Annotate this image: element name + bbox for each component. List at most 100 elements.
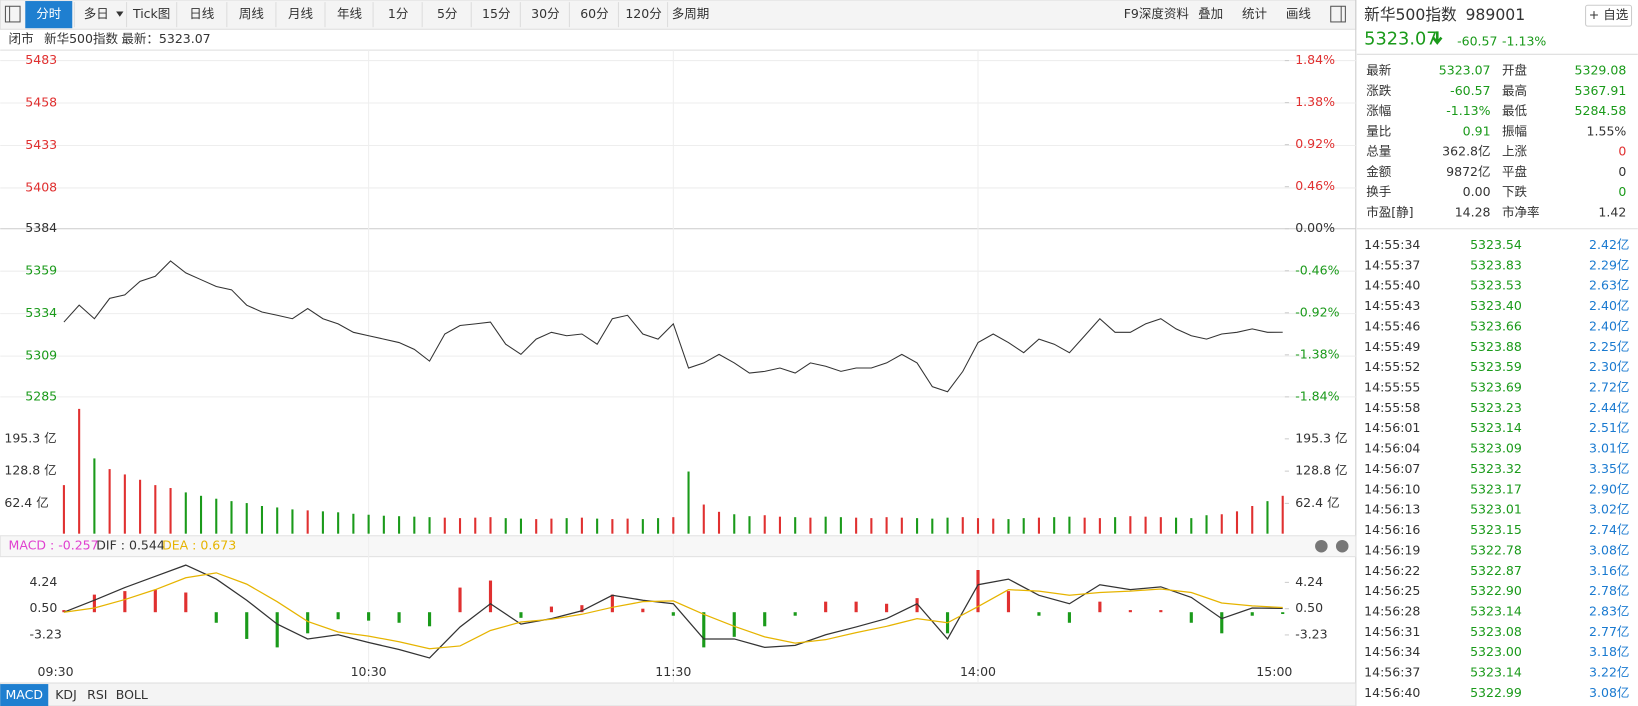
volume-bar — [382, 515, 385, 534]
toolbar-tab[interactable]: Tick图 — [132, 6, 170, 21]
volume-bar — [1053, 517, 1056, 534]
watch-button[interactable] — [1585, 4, 1633, 27]
volume-bar — [672, 517, 675, 534]
macd-bar — [214, 612, 218, 623]
x-tick-label: 14:00 — [960, 664, 996, 679]
toolbar-tool[interactable]: 叠加 — [1198, 6, 1223, 21]
macd-bar — [397, 612, 401, 623]
trade-volume: 3.01亿 — [1589, 441, 1629, 456]
trade-price: 5323.09 — [1470, 441, 1522, 456]
toolbar-tab[interactable]: 15分 — [482, 6, 511, 21]
macd-bar — [915, 598, 919, 613]
indicator-tab[interactable]: MACD — [5, 687, 43, 702]
volume-bar — [1235, 511, 1239, 534]
macd-bar — [732, 612, 736, 637]
macd-bar — [1037, 612, 1041, 616]
settings-icon[interactable] — [1335, 539, 1349, 553]
stat-value: 1.55% — [1587, 123, 1627, 138]
volume-bar — [398, 516, 401, 534]
macd-bar — [153, 589, 157, 613]
toolbar-tab[interactable]: 年线 — [337, 6, 363, 21]
volume-bar — [1266, 501, 1269, 534]
y2-tick-label: 0.92% — [1295, 136, 1335, 151]
y-tick-label: 5433 — [25, 137, 57, 152]
volume-tick-label: 195.3 亿 — [4, 430, 56, 445]
volume-bar — [855, 517, 858, 534]
volume-bar — [291, 509, 294, 534]
trade-volume: 2.25亿 — [1589, 339, 1629, 354]
close-icon[interactable] — [1315, 539, 1328, 553]
trade-volume: 3.16亿 — [1589, 563, 1629, 578]
toolbar-tab[interactable]: 日线 — [189, 6, 215, 21]
volume-tick-label: 62.4 亿 — [1295, 495, 1339, 510]
volume-bar — [1007, 519, 1010, 534]
quote-change: -60.57 — [1457, 33, 1497, 48]
stat-value: 9872亿 — [1446, 164, 1490, 179]
trade-price: 5323.15 — [1470, 522, 1522, 537]
toolbar-tab[interactable]: 月线 — [288, 6, 314, 21]
toolbar-tool[interactable]: 统计 — [1242, 6, 1267, 21]
volume-bar — [611, 519, 614, 534]
macd-tick-label: -3.23 — [1295, 626, 1327, 641]
indicator-tab[interactable]: BOLL — [116, 687, 148, 702]
stat-label: 金额 — [1366, 164, 1392, 179]
toolbar-tab[interactable]: 5分 — [437, 6, 458, 21]
volume-bar — [596, 518, 599, 534]
macd-tick-label: 4.24 — [1295, 574, 1323, 589]
trade-volume: 2.40亿 — [1589, 298, 1629, 313]
stat-label: 换手 — [1366, 184, 1391, 199]
macd-bar — [885, 603, 889, 613]
volume-bar — [778, 516, 781, 534]
volume-bar — [337, 512, 340, 534]
trade-price: 5323.01 — [1470, 502, 1522, 517]
volume-bar — [1251, 505, 1254, 534]
toolbar-tool[interactable]: 画线 — [1286, 6, 1312, 21]
macd-bar — [519, 612, 523, 618]
indicator-tab[interactable]: RSI — [87, 687, 107, 702]
volume-bar — [809, 517, 812, 534]
macd-bar — [671, 612, 675, 616]
stat-value: 0.00 — [1463, 184, 1491, 199]
macd-bar — [1128, 610, 1132, 613]
indicator-tab[interactable]: KDJ — [55, 687, 77, 702]
toolbar-tab[interactable]: 60分 — [580, 6, 609, 21]
macd-bar — [245, 612, 249, 639]
volume-bar — [1220, 514, 1223, 534]
toolbar-tab[interactable]: 多日 — [84, 6, 109, 21]
trade-time: 14:55:52 — [1364, 359, 1420, 374]
watch-label[interactable]: + 自选 — [1589, 7, 1629, 22]
stat-label: 下跌 — [1502, 184, 1528, 199]
toolbar-tab[interactable]: 120分 — [625, 6, 662, 21]
panel-icon[interactable] — [1330, 5, 1346, 23]
trade-time: 14:56:22 — [1364, 563, 1420, 578]
toolbar-tool[interactable]: F9深度资料 — [1124, 6, 1190, 21]
toolbar-tab[interactable]: 周线 — [239, 6, 265, 21]
macd-bar — [488, 580, 493, 613]
toolbar-tab[interactable]: 30分 — [531, 6, 560, 21]
y-tick-label: 5359 — [25, 263, 57, 278]
volume-bar — [824, 516, 827, 534]
volume-bar — [900, 517, 903, 534]
trade-time: 14:55:46 — [1364, 318, 1420, 333]
stat-value: -60.57 — [1450, 83, 1490, 98]
trade-volume: 2.83亿 — [1589, 604, 1629, 619]
indicator-tabbar — [0, 682, 1357, 706]
toolbar-tab[interactable]: 1分 — [388, 6, 409, 21]
panel-icon[interactable] — [4, 5, 21, 23]
y2-tick-label: 1.84% — [1295, 52, 1335, 67]
trade-volume: 2.51亿 — [1589, 420, 1629, 435]
volume-bar — [184, 492, 187, 534]
volume-bar — [992, 518, 995, 534]
macd-bar — [62, 610, 66, 613]
volume-bar — [1068, 516, 1071, 534]
y2-tick-label: -0.46% — [1295, 262, 1339, 277]
indicator-legend: DIF : 0.544 — [96, 538, 165, 553]
trade-volume: 2.72亿 — [1589, 379, 1629, 394]
stat-label: 开盘 — [1502, 63, 1527, 78]
toolbar-tab[interactable]: 多周期 — [672, 6, 710, 21]
volume-bar — [321, 511, 324, 534]
volume-bar — [1022, 518, 1025, 534]
macd-bar — [306, 612, 310, 634]
toolbar-tab[interactable]: 分时 — [36, 6, 62, 21]
